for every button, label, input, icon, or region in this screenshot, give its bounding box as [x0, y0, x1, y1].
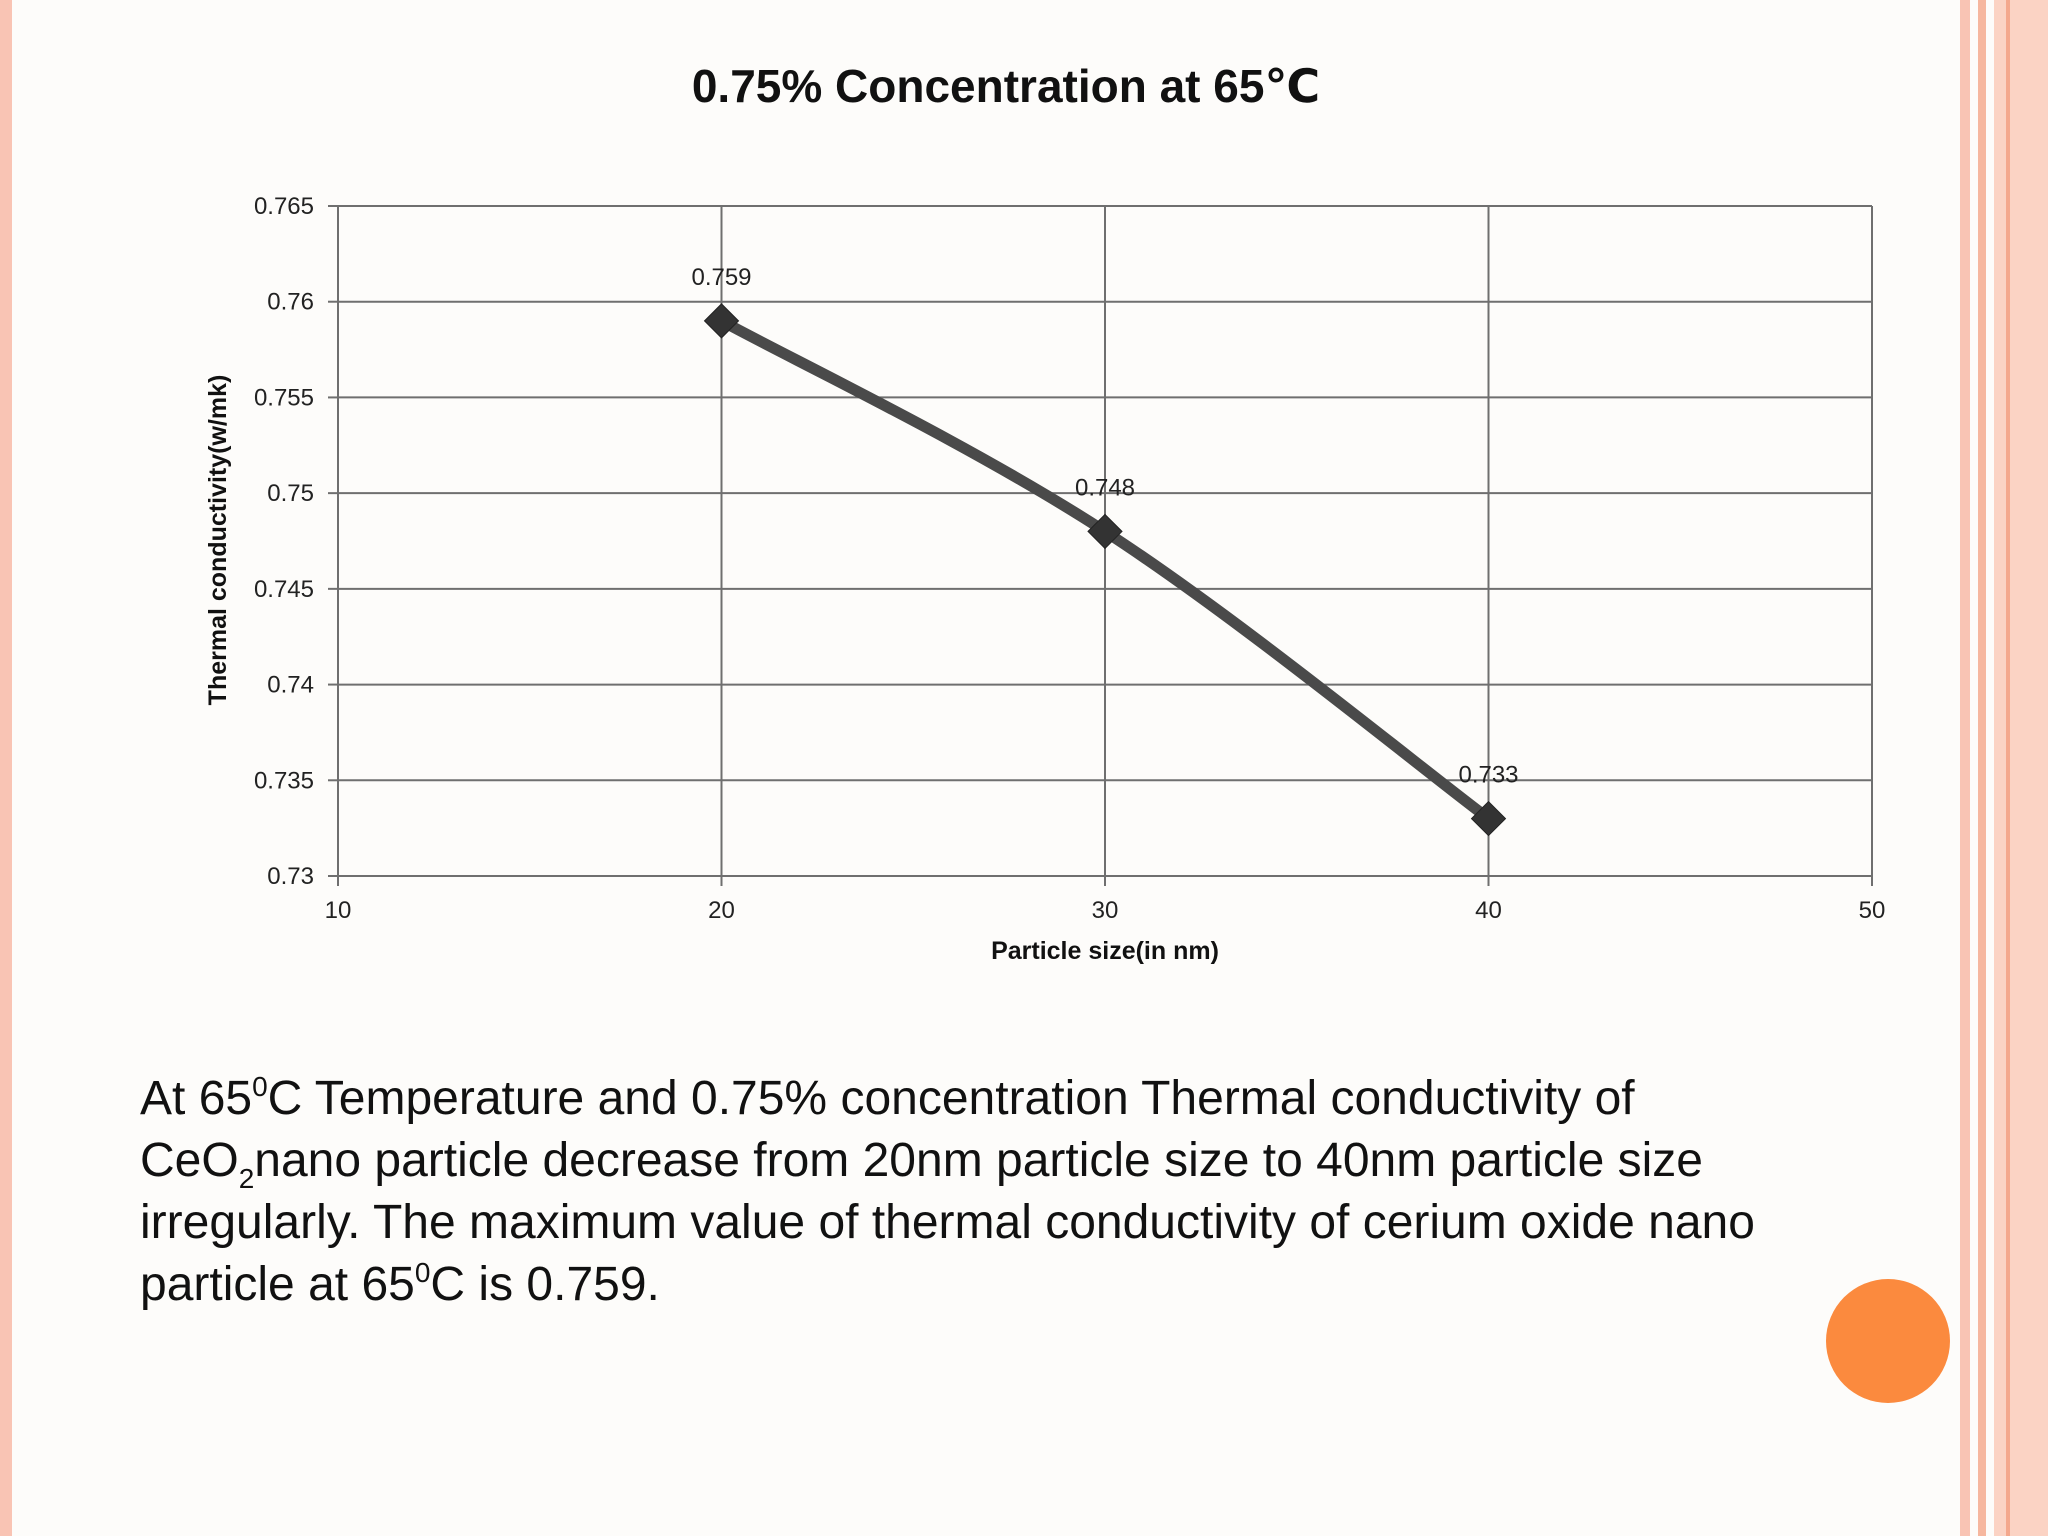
- caption-line-4: particle at 650C is 0.759.: [140, 1254, 1920, 1316]
- data-point-marker: [1470, 800, 1507, 837]
- x-tick-label: 10: [325, 897, 352, 924]
- data-point-marker: [1087, 513, 1123, 550]
- data-point-label: 0.733: [1458, 762, 1518, 789]
- slide-border-right-inner: [1978, 0, 1986, 1536]
- caption-subscript: 2: [238, 1163, 255, 1194]
- slide-border-left: [0, 0, 12, 1536]
- caption-line-3: irregularly. The maximum value of therma…: [140, 1192, 1920, 1254]
- slide-caption: At 650C Temperature and 0.75% concentrat…: [140, 1068, 1920, 1316]
- y-tick-label: 0.765: [254, 193, 314, 220]
- series-markers: [703, 303, 1507, 837]
- caption-line-1: At 650C Temperature and 0.75% concentrat…: [140, 1068, 1920, 1130]
- x-tick-label: 50: [1859, 897, 1886, 924]
- caption-text: nano particle decrease from 20nm particl…: [254, 1134, 1703, 1187]
- data-point-marker: [703, 303, 740, 339]
- chart-title: 0.75% Concentration at 65℃: [692, 60, 1320, 112]
- caption-superscript: 0: [252, 1071, 268, 1102]
- data-point-label: 0.748: [1075, 474, 1135, 501]
- slide-border-right: [1960, 0, 1970, 1536]
- y-axis-label: Thermal conductivity(w/mk): [204, 375, 232, 706]
- caption-superscript: 0: [414, 1257, 431, 1288]
- x-axis-ticks: 10 20 30 40 50: [325, 897, 1886, 924]
- caption-text: CeO: [140, 1134, 239, 1187]
- x-tick-label: 40: [1475, 897, 1502, 924]
- y-axis-ticks: 0.73 0.735 0.74 0.745 0.75 0.755 0.76 0.765: [254, 193, 314, 890]
- x-tick-label: 30: [1092, 897, 1119, 924]
- y-tick-label: 0.755: [254, 384, 314, 411]
- caption-text: irregularly. The maximum value of therma…: [140, 1196, 1755, 1249]
- caption-text: C is 0.759.: [430, 1258, 660, 1311]
- data-point-label: 0.759: [691, 264, 751, 291]
- y-tick-label: 0.745: [254, 576, 314, 603]
- y-tick-label: 0.735: [254, 767, 314, 794]
- caption-text: particle at 65: [140, 1258, 415, 1311]
- chart-grid: [328, 205, 1873, 886]
- y-tick-label: 0.75: [267, 480, 314, 507]
- caption-text: C Temperature and 0.75% concentration Th…: [267, 1072, 1635, 1125]
- y-tick-label: 0.74: [267, 672, 314, 699]
- slide-border-right-stripe: [2006, 0, 2010, 1536]
- caption-line-2: CeO2nano particle decrease from 20nm par…: [140, 1130, 1920, 1194]
- y-tick-label: 0.76: [267, 289, 314, 316]
- slide-border-right-outer: [1994, 0, 2048, 1536]
- line-chart: 0.75% Concentration at 65℃ 0.73 0.735 0.74…: [204, 60, 1886, 965]
- x-tick-label: 20: [708, 897, 735, 924]
- data-labels: 0.759 0.748 0.733: [691, 264, 1518, 789]
- decorative-orange-circle: [1826, 1279, 1950, 1403]
- x-axis-label: Particle size(in nm): [991, 937, 1219, 965]
- caption-text: At 65: [140, 1072, 253, 1125]
- y-tick-label: 0.73: [267, 863, 314, 890]
